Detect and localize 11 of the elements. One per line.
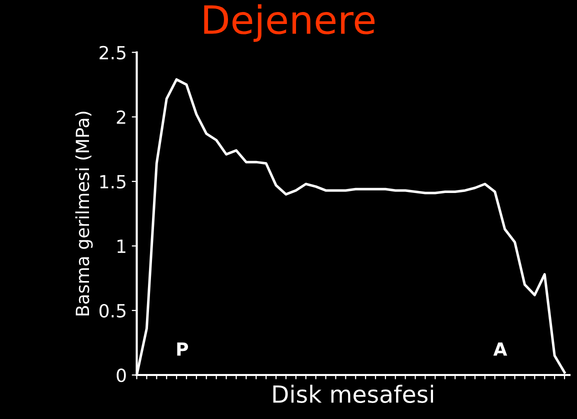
y-tick-label: 2.5 — [100, 46, 126, 60]
y-axis-title: Basma gerilmesi (MPa) — [75, 112, 93, 316]
y-tick-label: 2 — [116, 110, 126, 124]
y-tick-label: 0.5 — [100, 304, 126, 318]
annotation: P — [177, 342, 188, 356]
y-tick-label: 0 — [116, 368, 126, 382]
y-tick-label: 1.5 — [100, 175, 126, 189]
chart-title: Dejenere — [204, 4, 375, 42]
annotation: A — [493, 342, 508, 356]
y-tick-label: 1 — [118, 240, 126, 253]
x-axis-title: Disk mesafesi — [273, 384, 434, 404]
